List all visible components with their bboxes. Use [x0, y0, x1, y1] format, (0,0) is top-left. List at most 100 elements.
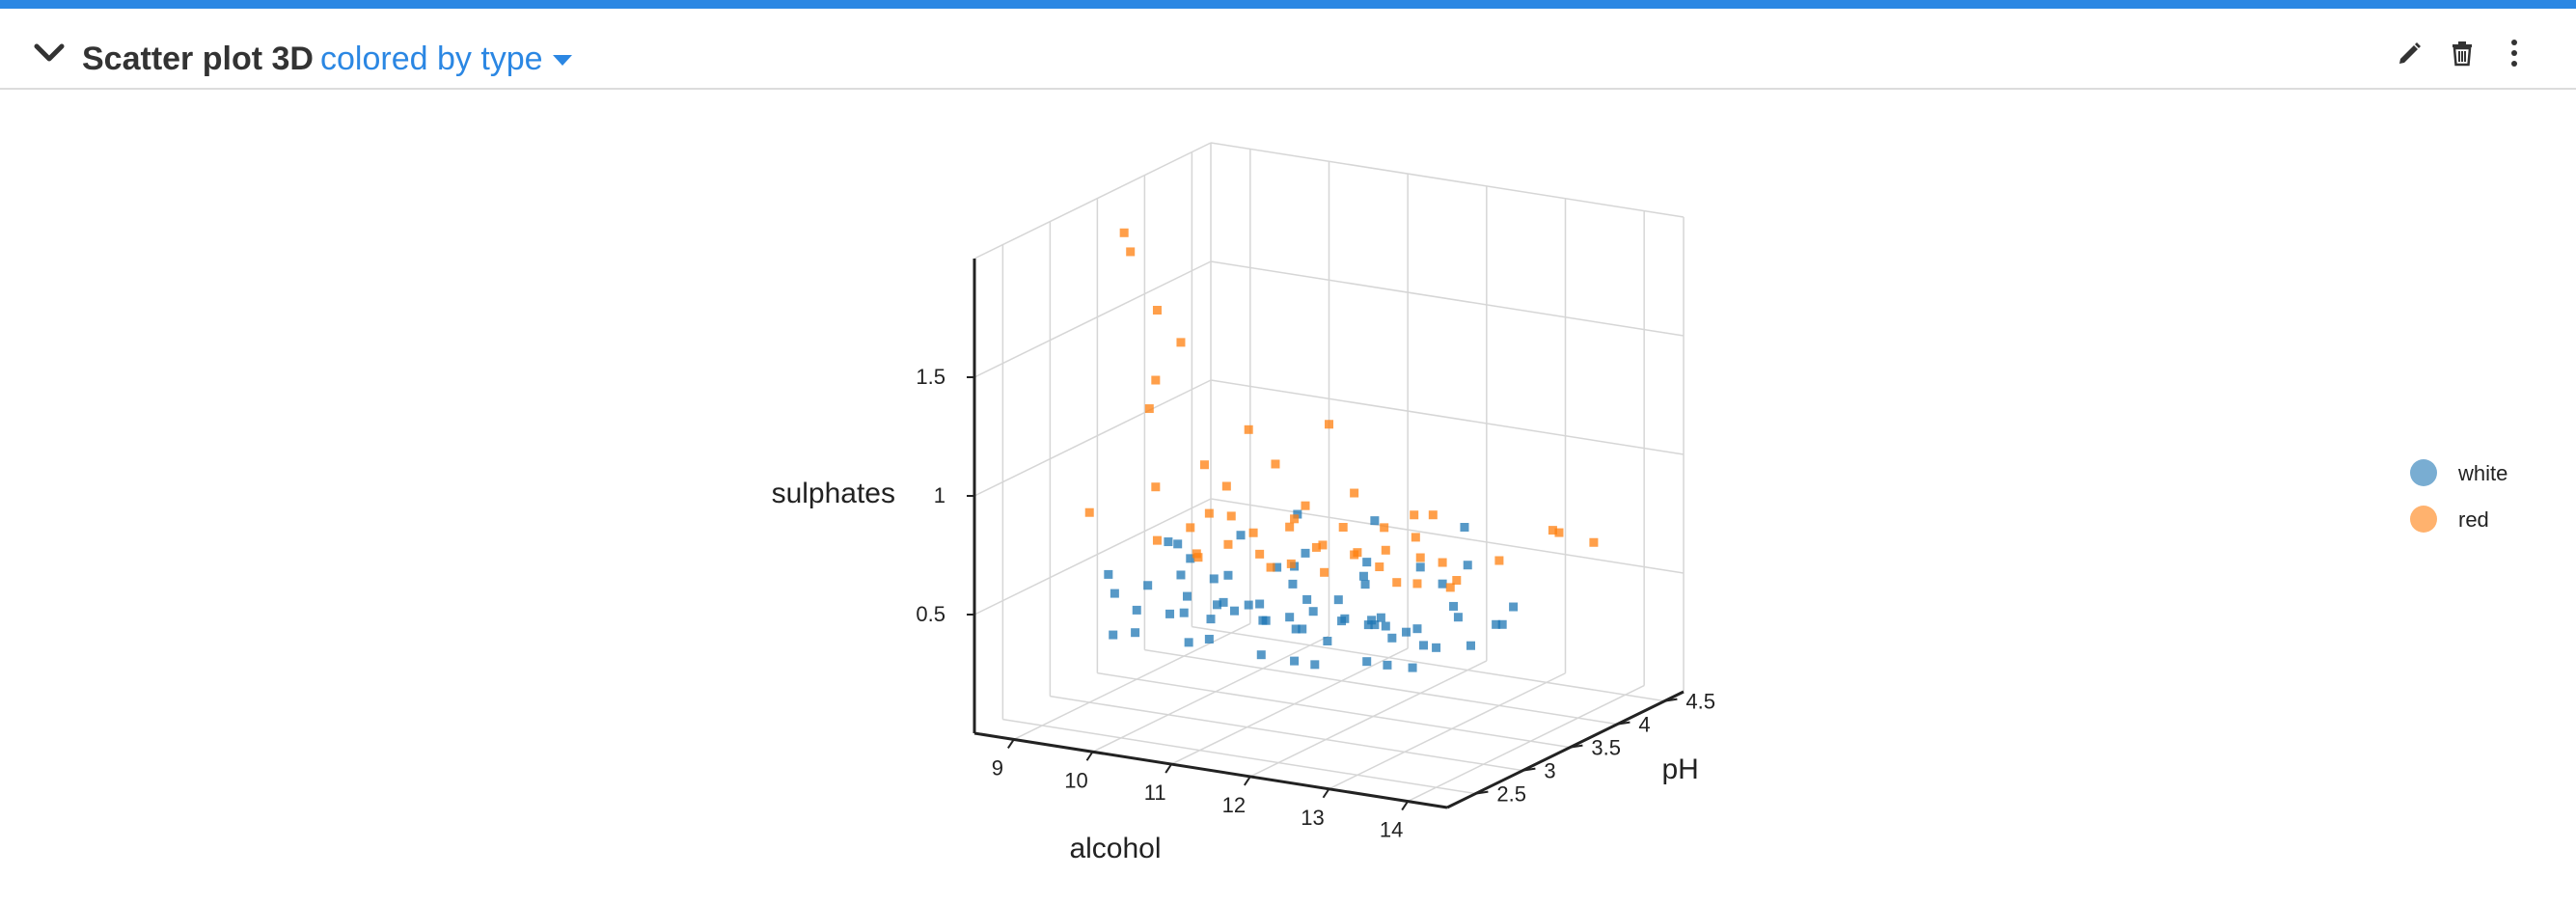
data-point-white — [1402, 627, 1411, 637]
data-point-white — [1290, 656, 1300, 666]
data-point-white — [1408, 663, 1417, 672]
data-point-red — [1392, 578, 1402, 588]
x-tick-label: 11 — [1144, 781, 1166, 805]
data-point-white — [1310, 660, 1320, 670]
scatter-3d-chart[interactable]: 9 10 11 12 13 14 2.5 3 3.5 4 4.5 0.5 1 1.5 alcohol pH su… — [0, 92, 2576, 899]
more-vertical-icon[interactable] — [2499, 38, 2530, 68]
data-point-white — [1244, 600, 1253, 610]
back-wall-gridline — [1210, 379, 1685, 455]
chart-header: Scatter plot 3D colored by type — [0, 9, 2576, 90]
x-tick-label: 14 — [1380, 818, 1403, 842]
data-point-white — [1370, 620, 1380, 630]
data-point-white — [1230, 606, 1239, 616]
data-point-white — [1298, 624, 1307, 634]
data-point-red — [1221, 481, 1231, 491]
floor-gridline — [1092, 635, 1329, 753]
data-point-red — [1375, 562, 1384, 572]
data-point-white — [1367, 616, 1377, 625]
data-point-white — [1131, 628, 1140, 638]
left-wall-gridline — [973, 379, 1212, 497]
data-point-red — [1411, 533, 1420, 542]
pencil-icon[interactable] — [2395, 38, 2425, 68]
data-point-white — [1381, 621, 1390, 631]
data-point-red — [1271, 459, 1280, 469]
z-tick-label: 0.5 — [916, 602, 945, 626]
y-tick-label: 3.5 — [1591, 736, 1621, 760]
x-tick-label: 10 — [1064, 768, 1087, 792]
x-tick-mark — [1085, 751, 1094, 761]
floor-gridline — [1050, 695, 1523, 772]
data-point-white — [1387, 633, 1397, 643]
data-point-white — [1466, 641, 1475, 650]
z-tick-label: 1.5 — [916, 365, 945, 389]
data-point-white — [1376, 613, 1385, 622]
color-by-dropdown[interactable]: colored by type — [320, 28, 572, 90]
data-point-red — [1266, 562, 1275, 572]
data-point-red — [1311, 542, 1321, 552]
y-tick-mark — [1522, 767, 1536, 772]
data-point-white — [1497, 619, 1507, 629]
data-point-red — [1320, 567, 1329, 577]
floor-gridline — [1249, 660, 1488, 778]
y-tick-mark — [1570, 744, 1583, 749]
data-point-red — [1350, 488, 1359, 498]
legend-marker-white — [2410, 459, 2437, 486]
floor-gridline — [1097, 671, 1571, 749]
y-tick-label: 4.5 — [1685, 690, 1715, 714]
data-point-red — [1415, 553, 1425, 562]
data-point-red — [1193, 553, 1203, 562]
z-axis-title: sulphates — [772, 478, 895, 509]
data-point-white — [1432, 643, 1441, 652]
floor-gridline — [1170, 647, 1409, 765]
x-tick-mark — [1244, 776, 1251, 786]
y-axis-line — [1446, 690, 1685, 809]
data-point-white — [1258, 616, 1268, 625]
box-edge — [973, 142, 1212, 260]
data-point-red — [1589, 537, 1599, 547]
data-point-red — [1325, 420, 1333, 429]
x-tick-label: 9 — [992, 755, 1003, 780]
data-point-red — [1290, 514, 1300, 524]
data-point-red — [1285, 522, 1295, 532]
y-tick-label: 4 — [1638, 713, 1650, 737]
data-point-red — [1204, 508, 1214, 518]
data-point-white — [1509, 602, 1519, 612]
data-point-red — [1084, 507, 1094, 517]
data-point-red — [1412, 579, 1422, 589]
x-tick-mark — [1165, 763, 1172, 774]
data-point-red — [1144, 404, 1154, 414]
data-point-white — [1449, 601, 1459, 611]
data-point-white — [1362, 558, 1372, 567]
data-point-white — [1164, 537, 1173, 547]
x-axis-title: alcohol — [1069, 833, 1161, 864]
back-wall-gridline — [1210, 260, 1685, 337]
data-point-red — [1199, 460, 1209, 470]
data-point-red — [1226, 511, 1236, 521]
data-point-white — [1143, 581, 1153, 590]
data-point-red — [1350, 550, 1359, 560]
data-point-white — [1213, 600, 1222, 610]
data-point-white — [1358, 571, 1368, 581]
data-point-white — [1302, 594, 1312, 604]
legend-label-red: red — [2458, 507, 2489, 532]
legend-label-white: white — [2457, 461, 2507, 485]
data-point-red — [1452, 576, 1462, 586]
data-point-white — [1109, 630, 1118, 640]
floor-gridline — [1192, 625, 1665, 702]
chevron-down-icon[interactable] — [33, 41, 66, 65]
chart-title: Scatter plot 3D — [82, 41, 314, 77]
data-point-white — [1293, 509, 1302, 519]
trash-icon[interactable] — [2447, 38, 2478, 68]
data-point-white — [1176, 570, 1186, 580]
data-point-red — [1548, 526, 1557, 535]
data-point-red — [1318, 540, 1328, 550]
data-point-white — [1337, 616, 1347, 626]
data-point-red — [1438, 558, 1447, 567]
data-point-red — [1445, 583, 1455, 592]
data-point-red — [1301, 501, 1310, 510]
caret-down-icon — [552, 55, 572, 67]
legend-marker-red — [2410, 506, 2437, 533]
data-point-red — [1186, 523, 1195, 533]
data-point-white — [1492, 619, 1501, 629]
data-point-white — [1333, 595, 1343, 605]
